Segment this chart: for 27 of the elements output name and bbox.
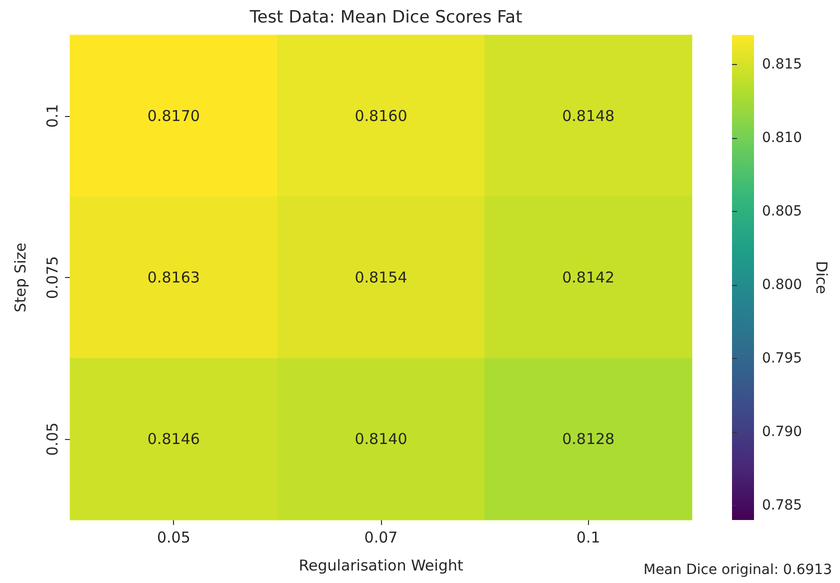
chart-title: Test Data: Mean Dice Scores Fat <box>248 8 523 28</box>
data-label: 0.8146 <box>147 430 200 448</box>
y-axis-title: Step Size <box>12 242 30 312</box>
color-bar-label: 0.800 <box>762 276 802 293</box>
x-tick-label: 0.05 <box>156 528 190 546</box>
color-bar-label: 0.785 <box>762 497 802 514</box>
data-label: 0.8163 <box>147 268 200 286</box>
color-bar-label: 0.790 <box>762 424 802 440</box>
color-bar-label: 0.810 <box>762 130 802 146</box>
y-tick-label: 0.1 <box>44 104 62 128</box>
data-label: 0.8140 <box>354 430 408 448</box>
x-axis-title: Regularisation Weight <box>298 556 464 574</box>
data-label: 0.8142 <box>562 268 615 286</box>
y-tick-label: 0.075 <box>44 256 62 299</box>
data-label: 0.8148 <box>562 106 615 125</box>
color-bar-label: 0.795 <box>762 350 802 366</box>
data-label: 0.8160 <box>354 106 408 125</box>
data-label: 0.8170 <box>147 106 200 125</box>
data-label: 0.8128 <box>562 430 615 448</box>
color-bar-label: 0.805 <box>762 203 802 220</box>
color-bar-title: Dice <box>812 260 830 294</box>
x-tick-label: 0.07 <box>364 528 398 546</box>
text: Mean Dice original: 0.6913 <box>643 562 832 578</box>
y-tick-label: 0.05 <box>44 422 62 456</box>
color-bar-label: 0.815 <box>762 56 802 72</box>
data-label: 0.8154 <box>354 268 408 286</box>
x-tick-label: 0.1 <box>576 528 600 546</box>
